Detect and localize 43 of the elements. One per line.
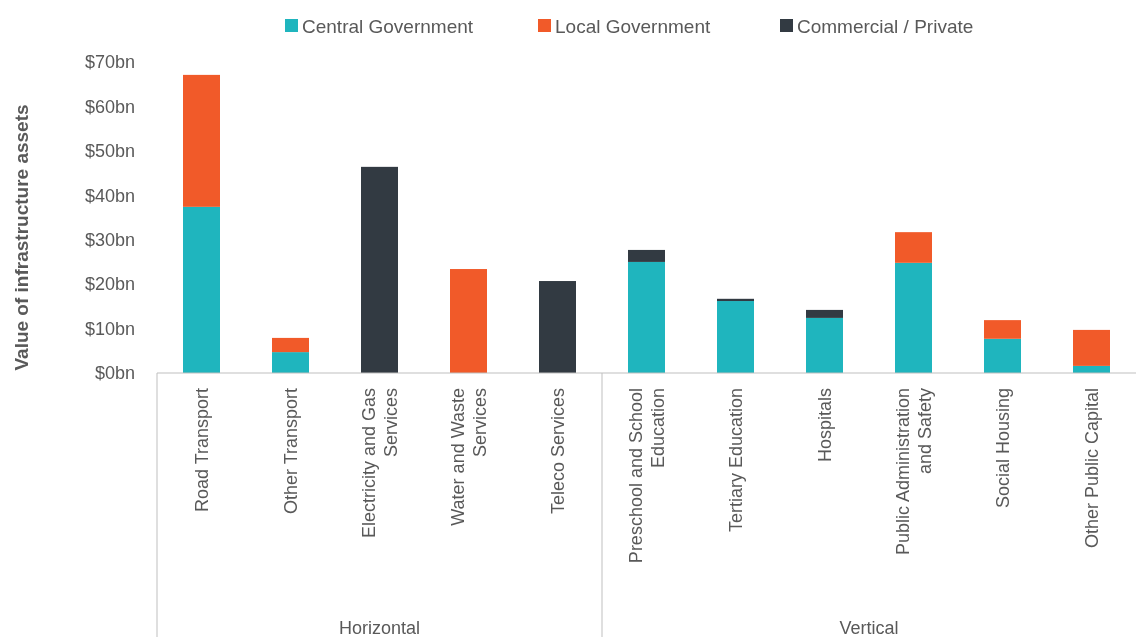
bar xyxy=(717,301,754,373)
bar xyxy=(895,262,932,373)
x-tick-label: Electricity and Gas Services xyxy=(358,388,401,539)
bar xyxy=(183,206,220,373)
bar xyxy=(628,249,665,262)
bar xyxy=(272,352,309,373)
x-tick-label: Hospitals xyxy=(814,388,835,463)
y-axis-title: Value of infrastructure assets xyxy=(11,104,32,371)
y-tick-label: $40bn xyxy=(84,185,135,206)
bar xyxy=(806,309,843,318)
x-tick-label: Water and Waste Services xyxy=(447,388,490,526)
x-tick-label: Public Administration and Safety xyxy=(892,388,935,556)
bar xyxy=(984,338,1021,373)
text: Horizontal xyxy=(338,618,421,637)
legend-label: Local Government xyxy=(555,15,711,37)
x-tick-label: Road Transport xyxy=(191,388,212,513)
bar xyxy=(183,74,220,207)
y-tick-label: $30bn xyxy=(84,230,135,251)
y-tick-label: $60bn xyxy=(84,96,135,117)
x-tick-label: Other Transport xyxy=(280,388,301,515)
legend-label: Commercial / Private xyxy=(797,15,974,37)
bar xyxy=(984,320,1021,339)
bar xyxy=(272,337,309,353)
bar xyxy=(806,317,843,373)
bar xyxy=(1073,329,1110,366)
x-tick-label: Other Public Capital xyxy=(1081,388,1102,549)
bar xyxy=(717,298,754,302)
x-tick-label: Tertiary Education xyxy=(725,388,746,533)
bar xyxy=(895,232,932,263)
text: Vertical xyxy=(839,618,899,637)
y-tick-label: $10bn xyxy=(84,318,135,339)
x-tick-label: Social Housing xyxy=(992,388,1013,509)
y-tick-label: $70bn xyxy=(84,52,135,73)
bar xyxy=(361,166,398,373)
legend-label: Central Government xyxy=(302,15,474,37)
x-tick-label: Teleco Services xyxy=(547,388,568,515)
x-tick-label: Preschool and School Education xyxy=(625,388,668,564)
bar xyxy=(450,269,487,373)
y-tick-label: $50bn xyxy=(84,141,135,162)
bar xyxy=(628,261,665,373)
y-tick-label: $20bn xyxy=(84,274,135,295)
bar xyxy=(539,281,576,373)
y-tick-label: $0bn xyxy=(94,363,135,384)
